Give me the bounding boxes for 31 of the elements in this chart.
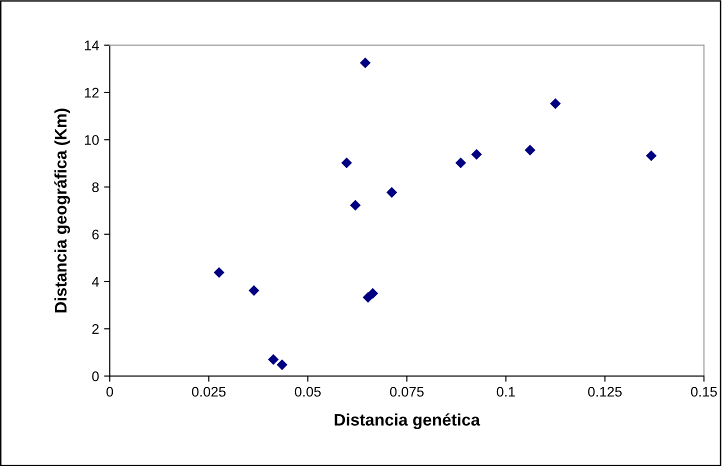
point [524, 144, 536, 156]
y-tick-label: 10 [84, 135, 99, 145]
point [550, 98, 561, 109]
point [350, 200, 361, 211]
point [276, 359, 288, 370]
y-tick-label: 0 [92, 371, 99, 382]
y-tick-label: 4 [92, 277, 99, 287]
y-tick-label: 14 [84, 40, 99, 50]
point [455, 158, 466, 168]
y-axis-title: Distancia geográfica (Km) [54, 108, 70, 312]
x-tick-label: 0.15 [690, 386, 717, 397]
x-axis-title: Distancia genética [334, 413, 480, 430]
point [360, 58, 371, 68]
point [646, 150, 657, 162]
x-tick-label: 0 [106, 386, 114, 397]
y-tick-label: 6 [92, 230, 99, 240]
y-tick-label: 2 [92, 324, 99, 334]
point [248, 285, 260, 296]
y-tick-label: 8 [92, 182, 99, 192]
y-tick-label: 12 [84, 88, 99, 98]
point [214, 267, 224, 278]
point [367, 288, 378, 299]
x-tick-label: 0.1 [496, 386, 515, 397]
point [471, 149, 482, 160]
x-tick-label: 0.025 [192, 386, 226, 397]
x-tick-label: 0.075 [390, 386, 424, 397]
point [268, 354, 279, 365]
point [386, 187, 398, 198]
point [341, 158, 352, 168]
x-tick-label: 0.05 [294, 386, 321, 397]
x-tick-label: 0.125 [588, 386, 622, 397]
